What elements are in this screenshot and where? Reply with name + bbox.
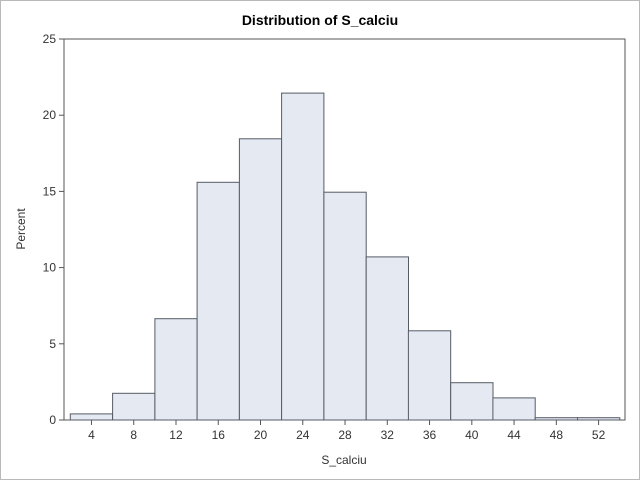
y-tick-label: 0 [49,413,56,427]
x-tick-label: 32 [381,428,395,442]
histogram-bar [69,413,114,421]
histogram-bar [112,392,156,421]
histogram-bar [196,181,240,421]
y-tick-label: 5 [49,337,56,351]
x-tick-label: 40 [465,428,479,442]
x-tick-label: 44 [507,428,521,442]
y-tick-label: 20 [43,108,57,122]
histogram-bar [365,256,410,421]
x-axis-label: S_calciu [321,453,366,467]
x-tick-label: 4 [88,428,95,442]
x-tick-label: 12 [169,428,183,442]
x-tick-label: 16 [212,428,226,442]
y-tick-label: 10 [43,261,57,275]
x-tick-label: 24 [296,428,310,442]
chart-title: Distribution of S_calciu [242,12,398,28]
histogram-bar [281,92,325,421]
x-tick-label: 28 [338,428,352,442]
x-tick-label: 36 [423,428,437,442]
x-tick-label: 20 [254,428,268,442]
x-tick-label: 8 [130,428,137,442]
histogram-bar [154,318,198,421]
histogram-bar [492,397,536,421]
y-axis-label: Percent [14,208,28,250]
histogram-bar [238,138,283,421]
histogram-bar [577,417,621,421]
histogram-bar [450,382,494,421]
histogram-bar [323,191,367,421]
histogram-bar [407,330,452,421]
histogram-bar [534,417,579,421]
y-tick-label: 15 [43,184,57,198]
y-tick-label: 25 [43,32,57,46]
x-tick-label: 52 [592,428,606,442]
x-tick-label: 48 [550,428,564,442]
